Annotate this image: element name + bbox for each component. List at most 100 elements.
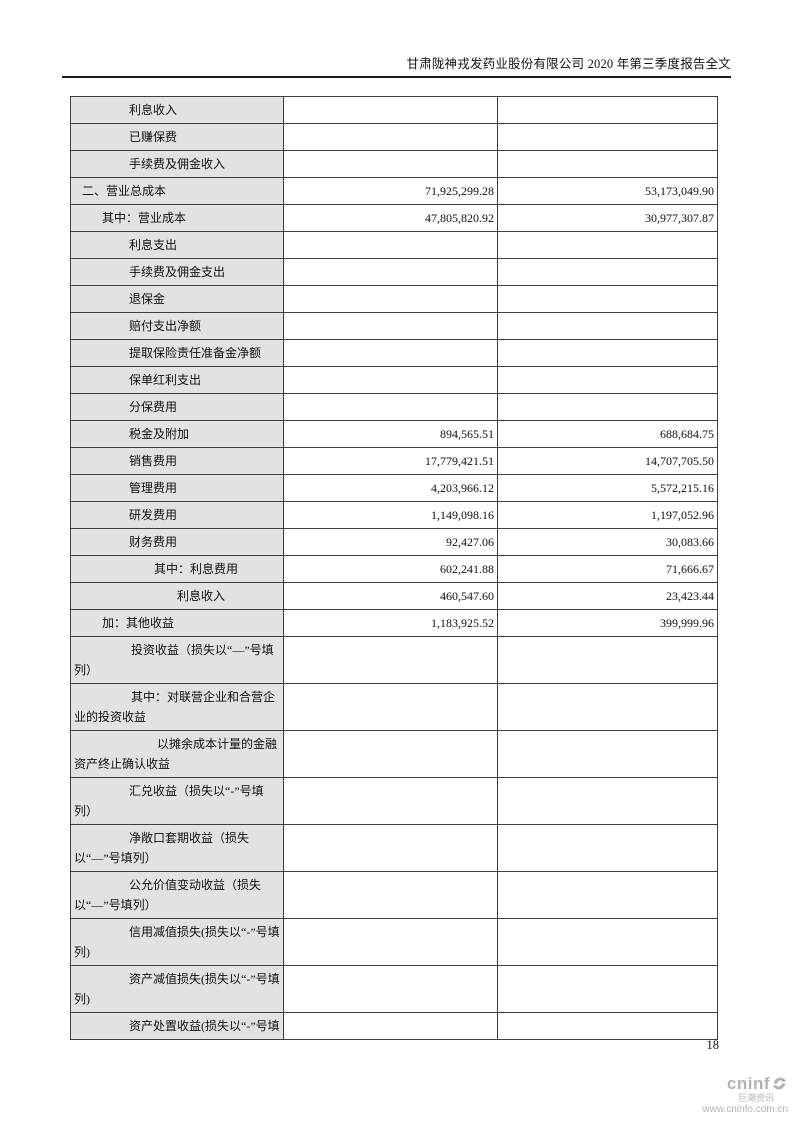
prior-period-value-cell <box>497 231 718 259</box>
table-row: 资产减值损失(损失以“-”号填列) <box>70 965 718 1013</box>
current-period-value-cell <box>283 123 498 151</box>
cninfo-logo: cninf 巨潮资讯 www.cninfo.com.cn <box>668 1075 788 1116</box>
table-row: 销售费用 17,779,421.51 14,707,705.50 <box>70 447 718 475</box>
current-period-value-cell <box>283 683 498 731</box>
prior-period-value-cell <box>497 636 718 684</box>
row-label-cell: 二、营业总成本 <box>70 177 284 205</box>
current-period-value-cell <box>283 366 498 394</box>
row-label-cell: 利息收入 <box>70 582 284 610</box>
current-period-value-cell: 1,149,098.16 <box>283 501 498 529</box>
income-statement-table: 利息收入 已赚保费 手续费及佣金收入 二、营业总成本 71,925,299.28 53,1… <box>70 96 718 1040</box>
cninfo-swirl-icon <box>773 1077 786 1090</box>
table-row: 已赚保费 <box>70 123 718 151</box>
prior-period-value-cell <box>497 730 718 778</box>
prior-period-value-cell: 53,173,049.90 <box>497 177 718 205</box>
prior-period-value-cell <box>497 123 718 151</box>
table-row: 赔付支出净额 <box>70 312 718 340</box>
table-row: 分保费用 <box>70 393 718 421</box>
current-period-value-cell: 71,925,299.28 <box>283 177 498 205</box>
current-period-value-cell: 460,547.60 <box>283 582 498 610</box>
row-label-cell: 其中：对联营企业和合营企业的投资收益 <box>70 683 284 731</box>
table-row: 手续费及佣金支出 <box>70 258 718 286</box>
report-title: 甘肃陇神戎发药业股份有限公司 2020 年第三季度报告全文 <box>406 57 731 71</box>
prior-period-value-cell: 30,083.66 <box>497 528 718 556</box>
prior-period-value-cell <box>497 285 718 313</box>
row-label-cell: 公允价值变动收益（损失以“—”号填列） <box>70 871 284 919</box>
row-label-cell: 研发费用 <box>70 501 284 529</box>
current-period-value-cell <box>283 339 498 367</box>
row-label-cell: 保单红利支出 <box>70 366 284 394</box>
current-period-value-cell <box>283 636 498 684</box>
row-label-cell: 手续费及佣金支出 <box>70 258 284 286</box>
prior-period-value-cell <box>497 918 718 966</box>
current-period-value-cell <box>283 285 498 313</box>
current-period-value-cell <box>283 258 498 286</box>
row-label-cell: 资产减值损失(损失以“-”号填列) <box>70 965 284 1013</box>
row-label-cell: 赔付支出净额 <box>70 312 284 340</box>
row-label-cell: 管理费用 <box>70 474 284 502</box>
table-row: 信用减值损失(损失以“-”号填列) <box>70 918 718 966</box>
current-period-value-cell: 1,183,925.52 <box>283 609 498 637</box>
cninfo-logo-text: cninf <box>726 1073 770 1093</box>
row-label-cell: 净敞口套期收益（损失以“—”号填列） <box>70 824 284 872</box>
table-row: 汇兑收益（损失以“-”号填列） <box>70 777 718 825</box>
row-label-cell: 以摊余成本计量的金融资产终止确认收益 <box>70 730 284 778</box>
row-label-cell: 资产处置收益(损失以“-”号填 <box>70 1012 284 1040</box>
current-period-value-cell <box>283 1012 498 1040</box>
current-period-value-cell <box>283 824 498 872</box>
row-label-cell: 其中：利息费用 <box>70 555 284 583</box>
income-statement-body: 利息收入 已赚保费 手续费及佣金收入 二、营业总成本 71,925,299.28 53,1… <box>70 96 718 1040</box>
current-period-value-cell: 4,203,966.12 <box>283 474 498 502</box>
current-period-value-cell <box>283 871 498 919</box>
current-period-value-cell <box>283 312 498 340</box>
prior-period-value-cell <box>497 258 718 286</box>
table-row: 研发费用 1,149,098.16 1,197,052.96 <box>70 501 718 529</box>
prior-period-value-cell <box>497 683 718 731</box>
current-period-value-cell <box>283 918 498 966</box>
row-label-cell: 其中：营业成本 <box>70 204 284 232</box>
table-row: 二、营业总成本 71,925,299.28 53,173,049.90 <box>70 177 718 205</box>
prior-period-value-cell: 1,197,052.96 <box>497 501 718 529</box>
table-row: 提取保险责任准备金净额 <box>70 339 718 367</box>
table-row: 手续费及佣金收入 <box>70 150 718 178</box>
current-period-value-cell: 894,565.51 <box>283 420 498 448</box>
prior-period-value-cell <box>497 312 718 340</box>
table-row: 投资收益（损失以“—”号填列） <box>70 636 718 684</box>
prior-period-value-cell <box>497 150 718 178</box>
table-row: 公允价值变动收益（损失以“—”号填列） <box>70 871 718 919</box>
current-period-value-cell: 602,241.88 <box>283 555 498 583</box>
table-row: 财务费用 92,427.06 30,083.66 <box>70 528 718 556</box>
table-row: 利息支出 <box>70 231 718 259</box>
table-row: 其中：利息费用 602,241.88 71,666.67 <box>70 555 718 583</box>
row-label-cell: 已赚保费 <box>70 123 284 151</box>
cninfo-logo-caption: 巨潮资讯 <box>737 1093 774 1103</box>
current-period-value-cell <box>283 150 498 178</box>
row-label-cell: 税金及附加 <box>70 420 284 448</box>
row-label-cell: 加：其他收益 <box>70 609 284 637</box>
table-row: 资产处置收益(损失以“-”号填 <box>70 1012 718 1040</box>
prior-period-value-cell <box>497 965 718 1013</box>
row-label-cell: 退保金 <box>70 285 284 313</box>
table-row: 其中：营业成本 47,805,820.92 30,977,307.87 <box>70 204 718 232</box>
row-label-cell: 汇兑收益（损失以“-”号填列） <box>70 777 284 825</box>
prior-period-value-cell <box>497 96 718 124</box>
row-label-cell: 利息支出 <box>70 231 284 259</box>
prior-period-value-cell: 5,572,215.16 <box>497 474 718 502</box>
current-period-value-cell: 47,805,820.92 <box>283 204 498 232</box>
prior-period-value-cell: 30,977,307.87 <box>497 204 718 232</box>
current-period-value-cell <box>283 730 498 778</box>
prior-period-value-cell <box>497 871 718 919</box>
table-row: 其中：对联营企业和合营企业的投资收益 <box>70 683 718 731</box>
prior-period-value-cell <box>497 366 718 394</box>
prior-period-value-cell <box>497 1012 718 1040</box>
page-number: 18 <box>706 1038 720 1052</box>
current-period-value-cell: 92,427.06 <box>283 528 498 556</box>
table-row: 税金及附加 894,565.51 688,684.75 <box>70 420 718 448</box>
prior-period-value-cell: 71,666.67 <box>497 555 718 583</box>
row-label-cell: 利息收入 <box>70 96 284 124</box>
table-row: 加：其他收益 1,183,925.52 399,999.96 <box>70 609 718 637</box>
cninfo-logo-row: cninf <box>668 1075 788 1092</box>
row-label-cell: 提取保险责任准备金净额 <box>70 339 284 367</box>
table-row: 净敞口套期收益（损失以“—”号填列） <box>70 824 718 872</box>
